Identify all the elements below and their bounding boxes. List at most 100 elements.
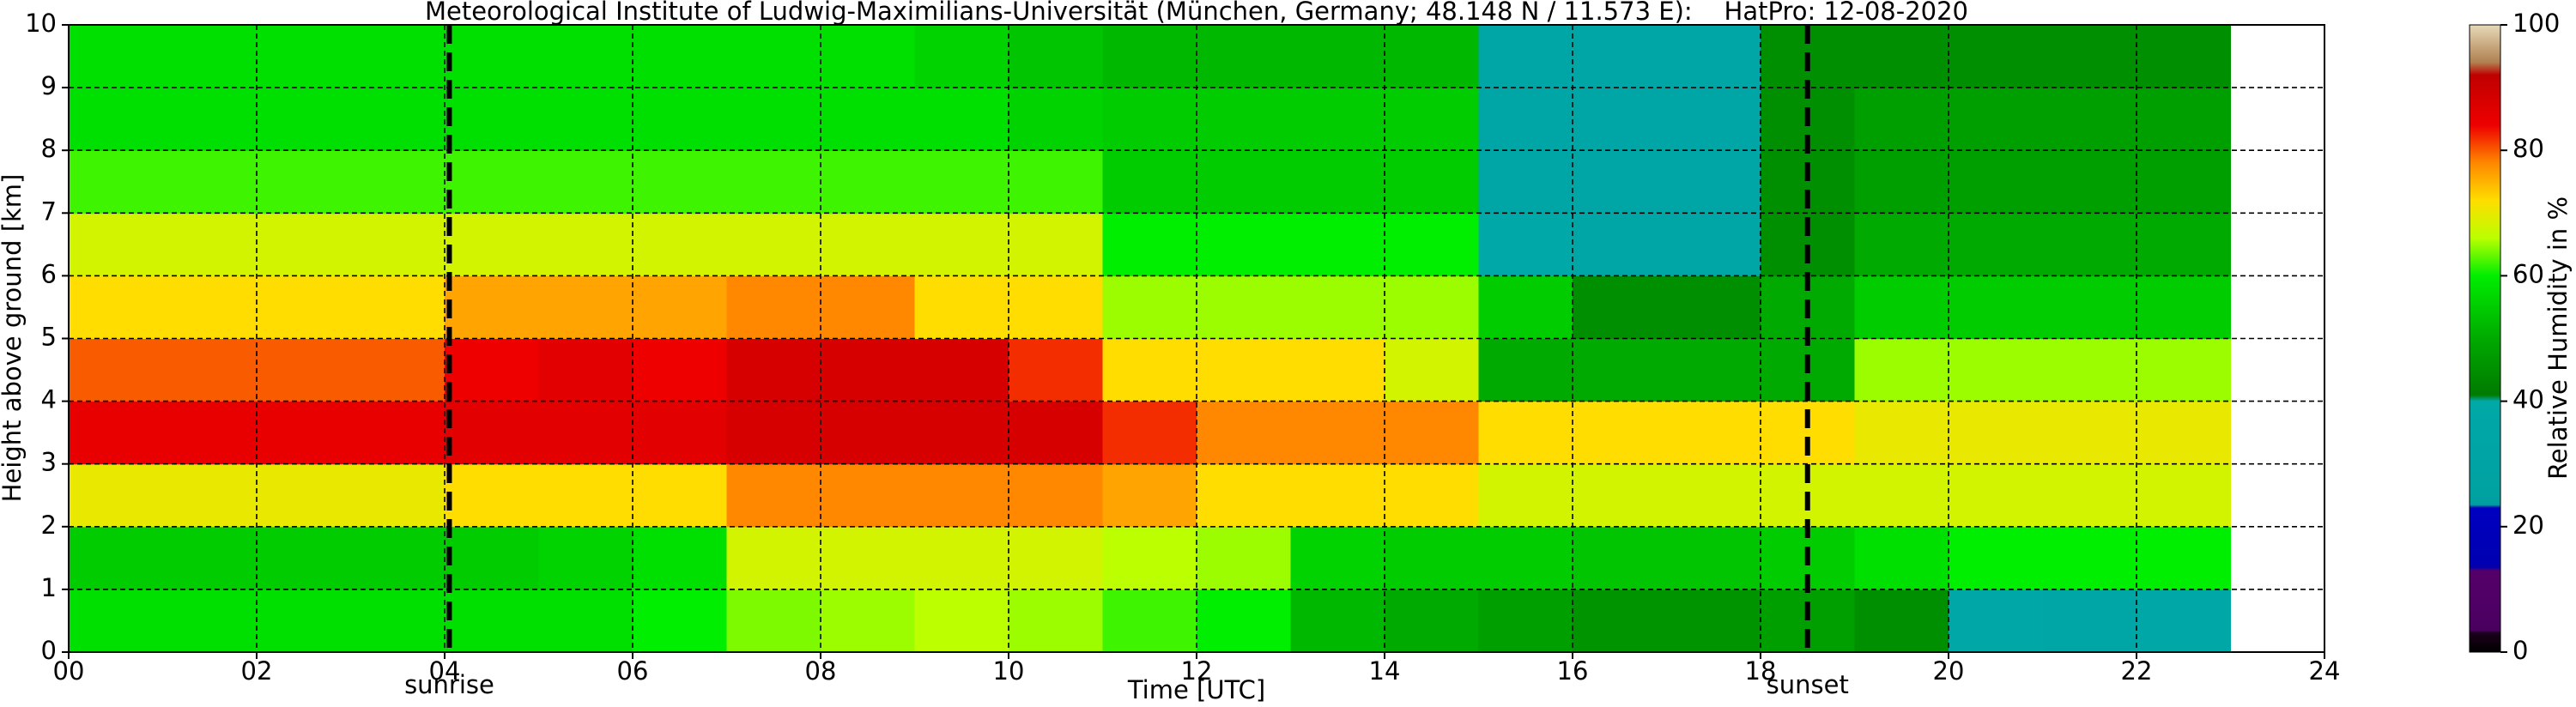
heatmap-cell	[350, 589, 445, 653]
heatmap-cell	[1009, 401, 1103, 465]
x-tick-label: 22	[2121, 656, 2153, 686]
heatmap-cell	[2042, 526, 2137, 590]
heatmap-cell	[1102, 338, 1197, 402]
heatmap-cell	[2042, 213, 2137, 276]
heatmap-cell	[633, 401, 727, 465]
heatmap-cell	[1197, 88, 1291, 151]
heatmap-cell	[445, 526, 539, 590]
heatmap-cell	[914, 526, 1009, 590]
heatmap-cell	[1854, 589, 1949, 653]
heatmap-cell	[257, 275, 351, 339]
heatmap-cell	[1102, 25, 1197, 88]
heatmap-cell	[633, 25, 727, 88]
heatmap-cell	[162, 526, 258, 590]
heatmap-cell	[162, 338, 258, 402]
heatmap-cell	[914, 213, 1009, 276]
heatmap-cell	[1197, 401, 1291, 465]
heatmap-cell	[633, 526, 727, 590]
heatmap-cell	[1949, 463, 2043, 528]
heatmap-cell	[914, 338, 1009, 402]
heatmap-cell	[1573, 275, 1667, 339]
heatmap-cell	[162, 463, 258, 528]
heatmap-cell	[1666, 275, 1761, 339]
colorbar	[2469, 24, 2501, 653]
heatmap-cell	[1290, 589, 1385, 653]
x-tick-label: 02	[241, 656, 273, 686]
heatmap-cell	[162, 589, 258, 653]
heatmap-cell	[1666, 338, 1761, 402]
heatmap-cell	[2137, 338, 2231, 402]
heatmap-cell	[2137, 275, 2231, 339]
y-tick-label: 0	[41, 636, 57, 665]
heatmap-cell	[821, 401, 915, 465]
heatmap-cell	[633, 338, 727, 402]
heatmap-cell	[726, 463, 821, 528]
heatmap-cell	[1290, 88, 1385, 151]
x-tick-label: 06	[617, 656, 649, 686]
x-tick-label: 10	[993, 656, 1025, 686]
heatmap-cell	[1573, 88, 1667, 151]
y-tick-label: 3	[41, 448, 57, 477]
heatmap-cell	[350, 150, 445, 214]
heatmap-cell	[1290, 275, 1385, 339]
heatmap-cell	[257, 401, 351, 465]
heatmap-cell	[445, 275, 539, 339]
x-tick-label: 14	[1369, 656, 1401, 686]
y-tick-label: 7	[41, 196, 57, 226]
heatmap-cell	[538, 526, 633, 590]
heatmap-cell	[1385, 401, 1479, 465]
heatmap-cell	[1666, 88, 1761, 151]
heatmap-cell	[726, 589, 821, 653]
x-tick-label: 04	[429, 656, 461, 686]
heatmap-cell	[69, 213, 163, 276]
heatmap-cell	[633, 213, 727, 276]
heatmap-cell	[538, 275, 633, 339]
heatmap-cell	[257, 463, 351, 528]
heatmap-cell	[445, 213, 539, 276]
heatmap-cell	[350, 88, 445, 151]
colorbar-tick-label: 100	[2512, 9, 2560, 38]
heatmap-cell	[2042, 150, 2137, 214]
heatmap-cell	[2137, 88, 2231, 151]
heatmap-cell	[914, 589, 1009, 653]
heatmap-cell	[162, 150, 258, 214]
plot-frame	[68, 24, 2325, 653]
heatmap-cell	[350, 526, 445, 590]
heatmap-cell	[2042, 401, 2137, 465]
y-tick-label: 5	[41, 323, 57, 352]
heatmap-cell	[914, 401, 1009, 465]
heatmap-cell	[2042, 589, 2137, 653]
heatmap-cell	[821, 589, 915, 653]
y-tick-label: 4	[41, 385, 57, 414]
heatmap-cell	[2137, 463, 2231, 528]
heatmap-cell	[257, 150, 351, 214]
x-tick-label: 12	[1181, 656, 1213, 686]
heatmap-cell	[821, 25, 915, 88]
heatmap-cell	[1666, 213, 1761, 276]
heatmap-cell	[1009, 88, 1103, 151]
heatmap-cell	[633, 275, 727, 339]
heatmap-cell	[1009, 213, 1103, 276]
heatmap-cell	[1949, 25, 2043, 88]
heatmap-cell	[1197, 463, 1291, 528]
heatmap-cell	[1666, 401, 1761, 465]
heatmap-cell	[1573, 25, 1667, 88]
heatmap-cell	[726, 401, 821, 465]
heatmap-cell	[821, 275, 915, 339]
heatmap-cell	[2042, 25, 2137, 88]
heatmap-cell	[633, 463, 727, 528]
colorbar-tick-label: 40	[2512, 385, 2544, 414]
heatmap-cell	[726, 150, 821, 214]
heatmap-cell	[1385, 338, 1479, 402]
x-tick-label: 08	[805, 656, 837, 686]
heatmap-cell	[350, 213, 445, 276]
heatmap-cell	[445, 150, 539, 214]
heatmap-cell	[1102, 589, 1197, 653]
colorbar-tick-label: 60	[2512, 259, 2544, 288]
heatmap-cell	[1009, 589, 1103, 653]
heatmap-cell	[1009, 463, 1103, 528]
heatmap-cell	[1573, 338, 1667, 402]
heatmap-cell	[1949, 275, 2043, 339]
heatmap-cell	[1385, 526, 1479, 590]
heatmap-cell	[350, 401, 445, 465]
